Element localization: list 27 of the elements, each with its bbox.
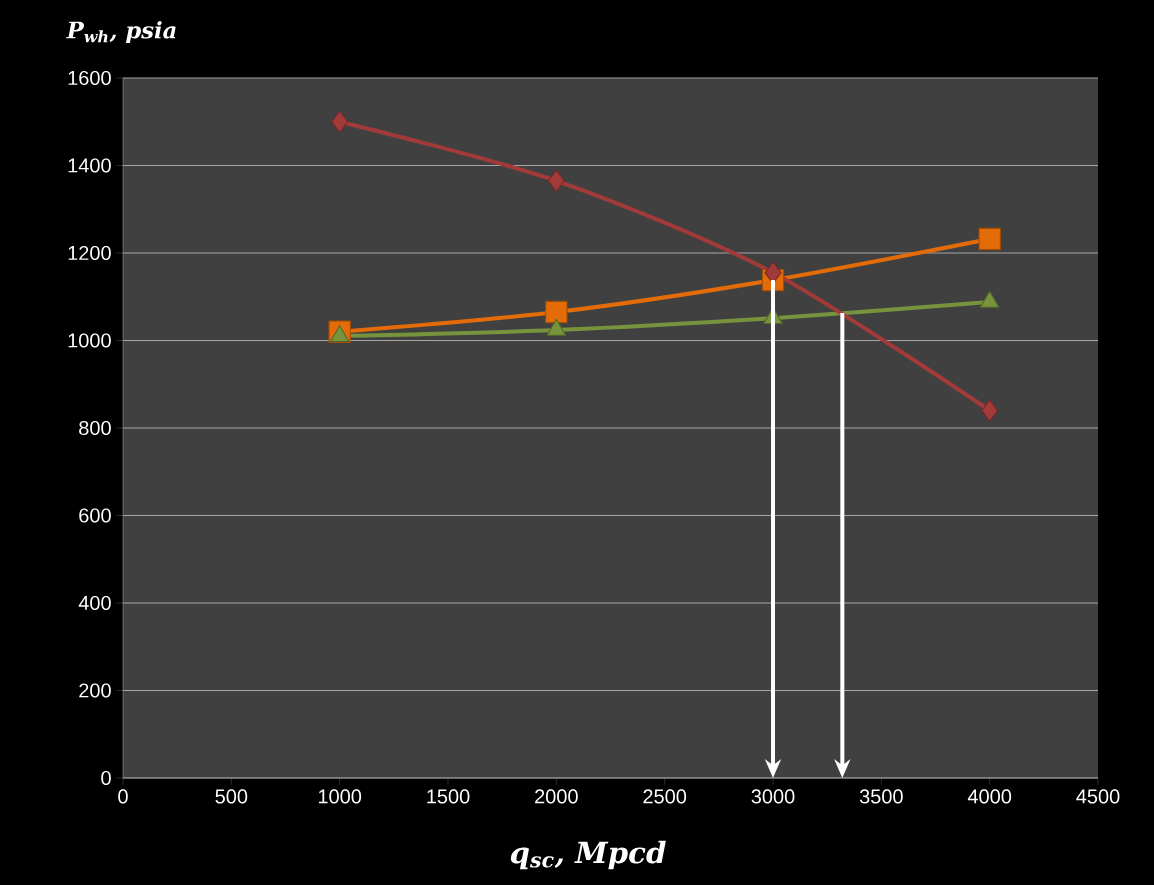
y-tick-label: 800 [79,420,111,436]
x-tick-label: 3000 [751,789,795,804]
point [978,227,1001,251]
point [547,169,565,193]
x-axis-title: q$_{sc}$, Mpcd [510,840,666,870]
point [764,261,782,284]
y-tick-label: 600 [79,508,111,523]
x-tick-label: 1000 [318,789,362,804]
point [331,110,349,133]
y-tick-label: 200 [79,683,111,698]
y-tick-label: 1600 [68,70,111,86]
x-tick-label: 4000 [967,789,1012,804]
x-tick-label: 3500 [859,789,903,804]
y-tick-label: 400 [78,595,111,611]
x-tick-label: 500 [215,789,248,804]
y-tick-label: 1000 [68,333,111,348]
y-axis-title: P$_{wh}$, psia [66,21,176,43]
y-tick-label: 0 [101,770,111,786]
x-tick-label: 0 [118,789,128,804]
y-tick-label: 1400 [68,158,111,173]
x-tick-label: 1500 [427,789,470,804]
point [981,399,999,422]
x-tick-label: 2500 [643,789,687,804]
x-tick-label: 2000 [535,789,578,804]
x-tick-label: 4500 [1076,789,1120,804]
point [545,300,568,324]
y-tick-label: 1200 [68,245,111,261]
